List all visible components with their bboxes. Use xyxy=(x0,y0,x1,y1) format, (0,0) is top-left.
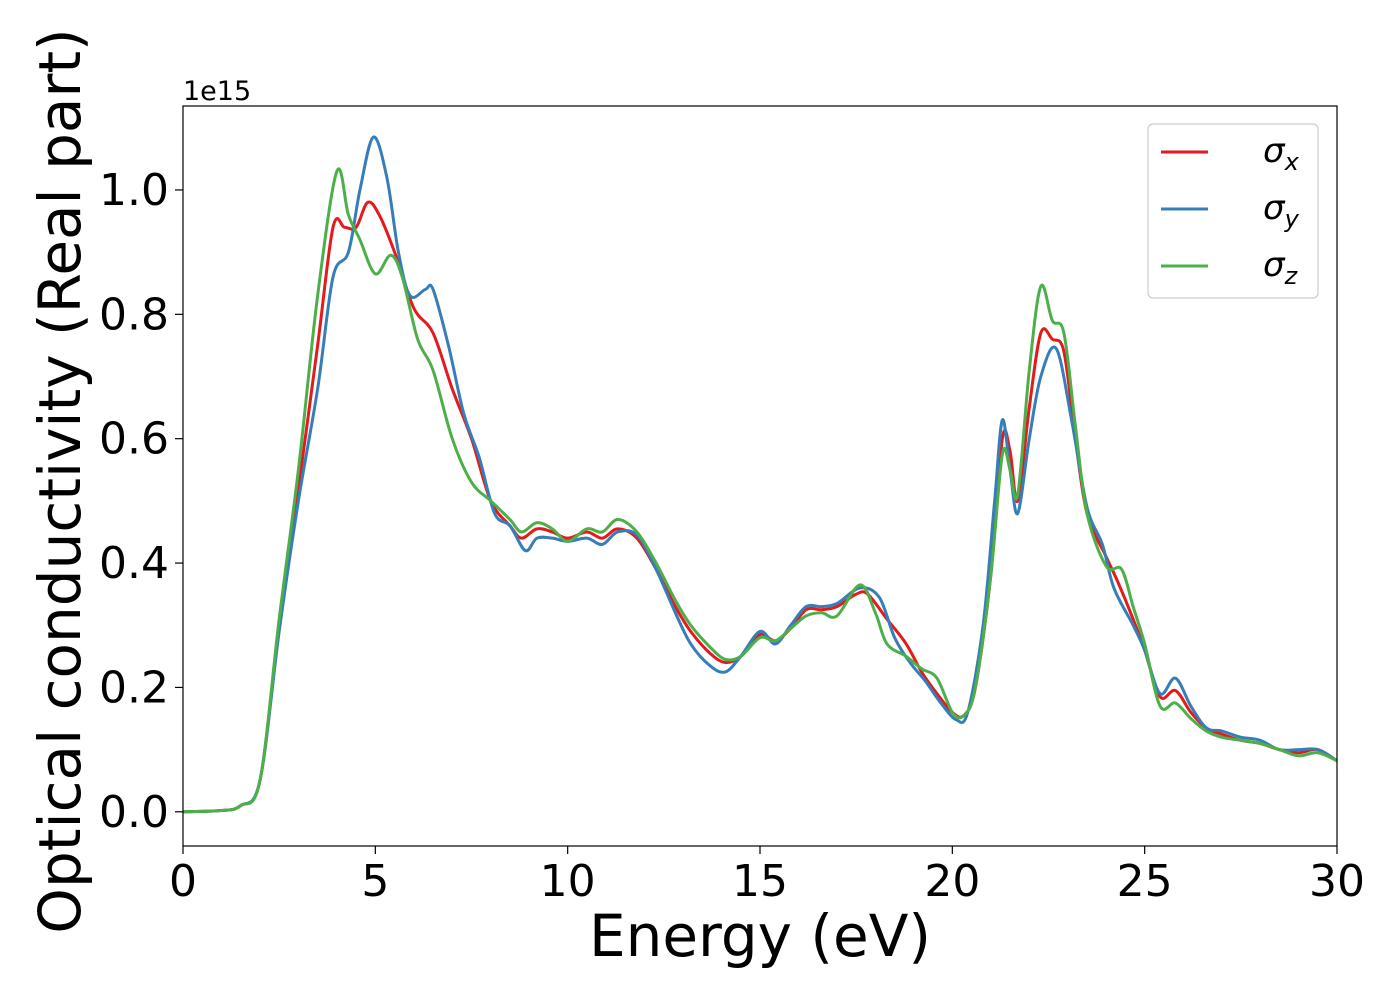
y-tick-label: 0.8 xyxy=(99,289,169,340)
x-tick-label: 15 xyxy=(732,856,788,907)
legend-subscript: y xyxy=(1284,205,1300,233)
legend-label-y: σy xyxy=(1263,188,1300,233)
series-layer xyxy=(183,135,1337,814)
y-tick-label: 0.4 xyxy=(99,538,169,589)
legend-subscript: z xyxy=(1284,262,1299,290)
legend-label-z: σz xyxy=(1263,245,1299,290)
y-tick-label: 1.0 xyxy=(99,165,169,216)
x-tick-label: 30 xyxy=(1309,856,1365,907)
y-tick-label: 0.6 xyxy=(99,414,169,465)
x-tick-label: 0 xyxy=(169,856,197,907)
y-tick-label: 0.2 xyxy=(99,662,169,713)
y-tick-label: 0.0 xyxy=(99,787,169,838)
legend-label-x: σx xyxy=(1263,131,1300,176)
x-tick-label: 25 xyxy=(1117,856,1173,907)
x-tick-label: 20 xyxy=(924,856,980,907)
tick-layer: 0 5 10 15 20 25 30 0.0 0.2 0.4 0.6 0.8 1.0 xyxy=(99,165,1365,907)
legend-box xyxy=(1147,123,1319,299)
series-line-z xyxy=(183,167,1337,814)
x-tick-label: 5 xyxy=(361,856,389,907)
legend-symbol: σ xyxy=(1263,245,1286,285)
y-offset-label: 1e15 xyxy=(183,76,251,107)
legend-symbol: σ xyxy=(1263,188,1286,228)
y-axis-title: Optical conductivity (Real part) xyxy=(26,28,94,933)
series-line-y xyxy=(183,135,1337,814)
x-axis-title: Energy (eV) xyxy=(589,902,931,970)
legend-symbol: σ xyxy=(1263,131,1286,171)
series-line-x xyxy=(183,200,1337,814)
x-tick-label: 10 xyxy=(540,856,596,907)
legend-subscript: x xyxy=(1284,148,1300,176)
